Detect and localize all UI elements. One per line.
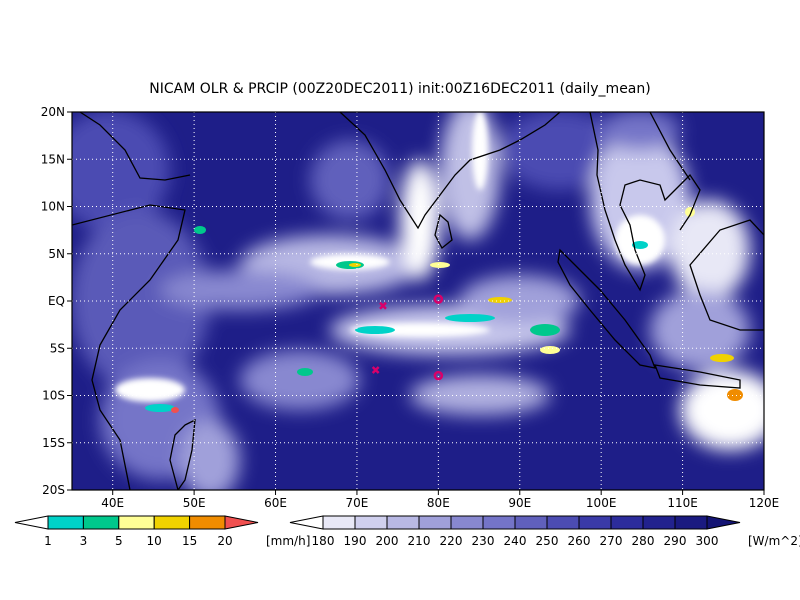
x-tick-label: 70E bbox=[346, 496, 369, 510]
colorbar-label: 290 bbox=[664, 534, 687, 548]
colorbar-label: 210 bbox=[408, 534, 431, 548]
y-tick-label: 20S bbox=[42, 483, 65, 497]
colorbar-label: 270 bbox=[600, 534, 623, 548]
colorbar-segment bbox=[386, 515, 420, 530]
colorbar-label: 250 bbox=[536, 534, 559, 548]
x-tick-label: 100E bbox=[586, 496, 617, 510]
map-frame bbox=[71, 111, 765, 491]
precip-patches bbox=[145, 207, 743, 413]
y-tick-label: 15N bbox=[41, 152, 65, 166]
colorbar-segment bbox=[482, 515, 516, 530]
colorbar-label: 15 bbox=[182, 534, 197, 548]
marker bbox=[379, 301, 387, 310]
colorbar-end bbox=[14, 515, 49, 530]
colorbar-segment bbox=[82, 515, 120, 530]
colorbar-label: 5 bbox=[115, 534, 123, 548]
x-tick-label: 50E bbox=[183, 496, 206, 510]
colorbar-label: 190 bbox=[344, 534, 367, 548]
colorbar-label: 230 bbox=[472, 534, 495, 548]
marker bbox=[433, 370, 444, 381]
colorbar-label: 260 bbox=[568, 534, 591, 548]
colorbar-segment bbox=[546, 515, 580, 530]
colorbar-segment bbox=[674, 515, 708, 530]
colorbar-segment bbox=[418, 515, 452, 530]
colorbar-end bbox=[706, 515, 741, 530]
x-tick-label: 40E bbox=[101, 496, 124, 510]
colorbar-label: 240 bbox=[504, 534, 527, 548]
x-tick-label: 80E bbox=[427, 496, 450, 510]
colorbar-unit: [mm/h] bbox=[266, 534, 310, 548]
colorbar-segment bbox=[514, 515, 548, 530]
x-tick-label: 110E bbox=[667, 496, 698, 510]
colorbar-segment bbox=[189, 515, 226, 530]
olr-field bbox=[72, 112, 764, 490]
x-tick-label: 90E bbox=[508, 496, 531, 510]
marker-circle bbox=[433, 294, 444, 304]
colorbar-segment bbox=[642, 515, 676, 530]
markers bbox=[371, 294, 444, 381]
x-tick-label: 120E bbox=[749, 496, 780, 510]
colorbars: 1 3 5 10 15 20 [mm/h] 180 190 200 210 220 230 240 250 2… bbox=[14, 515, 800, 548]
colorbar-segment bbox=[322, 515, 356, 530]
colorbar-end bbox=[289, 515, 324, 530]
y-tick-label: 15S bbox=[42, 436, 65, 450]
colorbar-label: 200 bbox=[376, 534, 399, 548]
y-tick-label: 5N bbox=[48, 247, 65, 261]
colorbar-label: 10 bbox=[147, 534, 162, 548]
marker-cross bbox=[379, 301, 387, 310]
colorbar-segment bbox=[153, 515, 191, 530]
colorbar-segment bbox=[450, 515, 484, 530]
colorbar-unit: [W/m^2] bbox=[748, 534, 800, 548]
x-tick-label: 60E bbox=[264, 496, 287, 510]
y-tick-label: EQ bbox=[48, 294, 65, 308]
colorbar-label: 20 bbox=[217, 534, 232, 548]
colorbar-label: 1 bbox=[44, 534, 52, 548]
marker bbox=[371, 366, 380, 374]
marker-cross bbox=[371, 366, 380, 374]
colorbar-label: 3 bbox=[80, 534, 88, 548]
colorbar-label: 180 bbox=[312, 534, 335, 548]
marker-circle bbox=[433, 370, 444, 381]
y-tick-label: 5S bbox=[50, 341, 65, 355]
y-tick-label: 10N bbox=[41, 200, 65, 214]
grid: 40E 50E 60E 70E 80E 90E 100E 110E 120E 20S 15S 10S 5… bbox=[41, 105, 780, 510]
colorbar-label: 220 bbox=[440, 534, 463, 548]
y-tick-label: 20N bbox=[41, 105, 65, 119]
map-title: NICAM OLR & PRCIP (00Z20DEC2011) init:00… bbox=[149, 81, 650, 97]
colorbar-end bbox=[224, 515, 259, 530]
colorbar-segment bbox=[610, 515, 644, 530]
colorbar-segment bbox=[354, 515, 388, 530]
colorbar-segment bbox=[118, 515, 155, 530]
colorbar-label: 280 bbox=[632, 534, 655, 548]
colorbar-segment bbox=[578, 515, 612, 530]
colorbar-label: 300 bbox=[696, 534, 719, 548]
y-tick-label: 10S bbox=[42, 389, 65, 403]
marker bbox=[433, 294, 444, 304]
colorbar-segment bbox=[47, 515, 84, 530]
